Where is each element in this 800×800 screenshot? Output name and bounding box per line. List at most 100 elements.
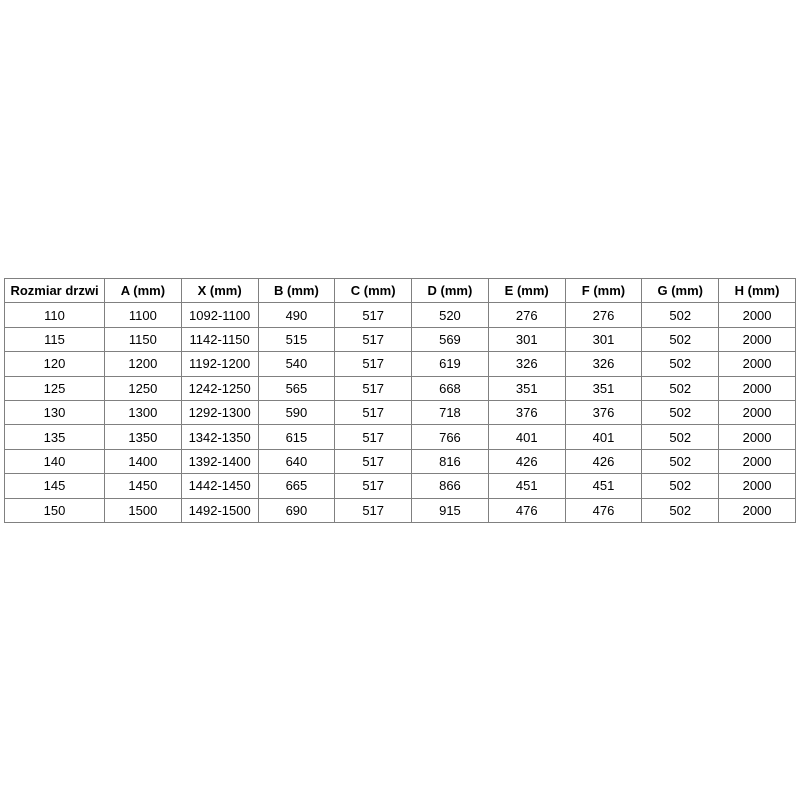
table-cell: 1492-1500 — [180, 497, 259, 523]
table-cell: 590 — [257, 399, 336, 426]
table-cell: 2000 — [718, 448, 796, 475]
table-cell: 515 — [257, 326, 336, 353]
table-cell: 718 — [411, 399, 489, 426]
table-cell: 517 — [334, 399, 413, 426]
table-cell: 401 — [564, 424, 643, 450]
table-cell: 476 — [564, 497, 643, 523]
column-header-a-mm: A (mm) — [104, 277, 182, 304]
column-header-h-mm: H (mm) — [718, 277, 796, 304]
table-cell: 1400 — [104, 448, 182, 475]
table-cell: 145 — [4, 473, 105, 499]
table-cell: 1150 — [104, 326, 182, 353]
table-cell: 2000 — [718, 473, 796, 499]
table-cell: 517 — [334, 375, 413, 401]
table-cell: 150 — [4, 497, 105, 523]
table-cell: 376 — [564, 399, 643, 426]
table-cell: 376 — [487, 399, 566, 426]
table-cell: 451 — [487, 473, 566, 499]
table-cell: 517 — [334, 497, 413, 523]
table-cell: 110 — [4, 302, 105, 328]
column-header-rozmiar-drzwi: Rozmiar drzwi — [4, 277, 105, 304]
column-header-b-mm: B (mm) — [257, 277, 336, 304]
table-cell: 517 — [334, 351, 413, 377]
table-cell: 502 — [641, 424, 720, 450]
table-cell: 1192-1200 — [180, 351, 259, 377]
table-row: 115 1150 1142-1150 515 517 569 301 301 502 2000 — [4, 326, 796, 353]
table-cell: 326 — [487, 351, 566, 377]
table-cell: 668 — [411, 375, 489, 401]
table-header: Rozmiar drzwi A (mm) X (mm) B (mm) C (mm) D (… — [4, 277, 796, 304]
table-cell: 1100 — [104, 302, 182, 328]
column-header-e-mm: E (mm) — [487, 277, 566, 304]
table-cell: 502 — [641, 351, 720, 377]
table-cell: 517 — [334, 448, 413, 475]
table-cell: 502 — [641, 326, 720, 353]
table-cell: 2000 — [718, 302, 796, 328]
table-cell: 640 — [257, 448, 336, 475]
table-body: 110 1100 1092-1100 490 517 520 276 276 502 2000 11… — [4, 302, 796, 523]
table-cell: 476 — [487, 497, 566, 523]
table-cell: 351 — [564, 375, 643, 401]
table-container: Rozmiar drzwi A (mm) X (mm) B (mm) C (mm) D (… — [4, 277, 796, 523]
table-cell: 915 — [411, 497, 489, 523]
table-cell: 1092-1100 — [180, 302, 259, 328]
table-cell: 326 — [564, 351, 643, 377]
table-cell: 502 — [641, 302, 720, 328]
table-row: 140 1400 1392-1400 640 517 816 426 426 502 2000 — [4, 448, 796, 475]
table-row: 120 1200 1192-1200 540 517 619 326 326 502 2000 — [4, 351, 796, 377]
table-cell: 502 — [641, 448, 720, 475]
table-cell: 866 — [411, 473, 489, 499]
column-header-f-mm: F (mm) — [564, 277, 643, 304]
table-header-row: Rozmiar drzwi A (mm) X (mm) B (mm) C (mm) D (… — [4, 277, 796, 304]
table-row: 110 1100 1092-1100 490 517 520 276 276 502 2000 — [4, 302, 796, 328]
table-cell: 276 — [487, 302, 566, 328]
table-cell: 451 — [564, 473, 643, 499]
table-cell: 2000 — [718, 351, 796, 377]
table-cell: 569 — [411, 326, 489, 353]
table-cell: 1200 — [104, 351, 182, 377]
table-cell: 2000 — [718, 424, 796, 450]
table-cell: 520 — [411, 302, 489, 328]
table-cell: 540 — [257, 351, 336, 377]
table-cell: 1250 — [104, 375, 182, 401]
table-cell: 426 — [564, 448, 643, 475]
table-row: 125 1250 1242-1250 565 517 668 351 351 502 2000 — [4, 375, 796, 401]
table-cell: 2000 — [718, 326, 796, 353]
table-cell: 517 — [334, 473, 413, 499]
column-header-d-mm: D (mm) — [411, 277, 489, 304]
table-cell: 502 — [641, 399, 720, 426]
table-cell: 115 — [4, 326, 105, 353]
table-cell: 120 — [4, 351, 105, 377]
table-cell: 1292-1300 — [180, 399, 259, 426]
table-cell: 517 — [334, 326, 413, 353]
table-cell: 130 — [4, 399, 105, 426]
table-row: 130 1300 1292-1300 590 517 718 376 376 502 2000 — [4, 399, 796, 426]
table-cell: 140 — [4, 448, 105, 475]
table-row: 150 1500 1492-1500 690 517 915 476 476 502 2000 — [4, 497, 796, 523]
table-cell: 816 — [411, 448, 489, 475]
door-size-dimensions-table: Rozmiar drzwi A (mm) X (mm) B (mm) C (mm) D (… — [4, 277, 796, 523]
table-cell: 351 — [487, 375, 566, 401]
table-cell: 1350 — [104, 424, 182, 450]
table-cell: 565 — [257, 375, 336, 401]
table-cell: 301 — [487, 326, 566, 353]
table-cell: 401 — [487, 424, 566, 450]
table-cell: 502 — [641, 375, 720, 401]
table-cell: 490 — [257, 302, 336, 328]
table-cell: 517 — [334, 424, 413, 450]
column-header-c-mm: C (mm) — [334, 277, 413, 304]
table-cell: 502 — [641, 497, 720, 523]
table-cell: 125 — [4, 375, 105, 401]
table-cell: 135 — [4, 424, 105, 450]
table-row: 145 1450 1442-1450 665 517 866 451 451 502 2000 — [4, 473, 796, 499]
table-cell: 766 — [411, 424, 489, 450]
table-cell: 1142-1150 — [180, 326, 259, 353]
table-cell: 1342-1350 — [180, 424, 259, 450]
column-header-g-mm: G (mm) — [641, 277, 720, 304]
table-cell: 619 — [411, 351, 489, 377]
table-cell: 1450 — [104, 473, 182, 499]
table-cell: 615 — [257, 424, 336, 450]
table-cell: 2000 — [718, 399, 796, 426]
table-row: 135 1350 1342-1350 615 517 766 401 401 502 2000 — [4, 424, 796, 450]
